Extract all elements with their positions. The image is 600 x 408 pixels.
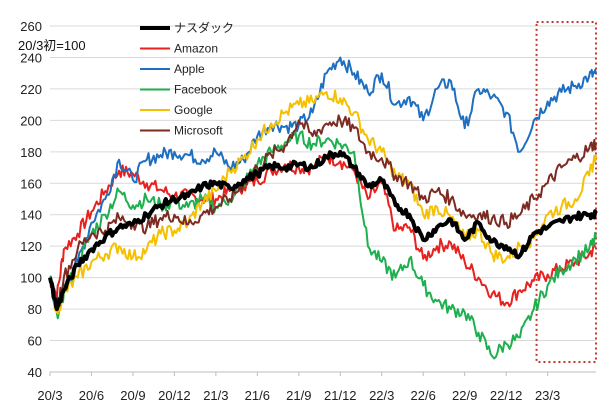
- x-tick-label: 21/9: [286, 388, 311, 403]
- series-line-5: [49, 114, 597, 311]
- y-tick-label: 60: [28, 334, 42, 349]
- y-tick-label: 140: [20, 208, 42, 223]
- y-tick-label: 100: [20, 271, 42, 286]
- legend-label: Microsoft: [174, 124, 223, 138]
- x-tick-label: 20/6: [79, 388, 104, 403]
- y-tick-label: 180: [20, 145, 42, 160]
- y-tick-label: 200: [20, 113, 42, 128]
- x-tick-label: 21/3: [203, 388, 228, 403]
- x-tick-label: 20/12: [158, 388, 191, 403]
- y-tick-label: 240: [20, 50, 42, 65]
- y-tick-label: 260: [20, 19, 42, 34]
- y-tick-label: 220: [20, 82, 42, 97]
- base-note: 20/3初=100: [18, 38, 86, 53]
- y-axis-ticks: 40 60 80 100 120 140 160 180 200 220 240 260: [20, 19, 42, 380]
- series-line-3: [49, 130, 597, 360]
- y-tick-label: 120: [20, 239, 42, 254]
- legend-label: Amazon: [174, 42, 218, 56]
- series-line-4: [49, 89, 597, 315]
- x-tick-label: 23/3: [535, 388, 560, 403]
- legend-label: Apple: [174, 62, 205, 76]
- y-tick-label: 160: [20, 176, 42, 191]
- legend-label: ナスダック: [174, 20, 234, 35]
- x-tick-label: 20/9: [120, 388, 145, 403]
- x-tick-label: 22/3: [369, 388, 394, 403]
- y-tick-label: 80: [28, 302, 42, 317]
- x-tick-label: 21/12: [324, 388, 357, 403]
- series-line-0: [48, 149, 598, 312]
- x-axis-ticks: 20/3 20/6 20/9 20/12 21/3 21/6 21/9 21/12 22/3 22…: [37, 372, 560, 403]
- x-tick-label: 22/6: [411, 388, 436, 403]
- highlight-box: [535, 21, 597, 363]
- x-tick-label: 22/12: [490, 388, 523, 403]
- x-tick-label: 22/9: [452, 388, 477, 403]
- legend-label: Facebook: [174, 83, 228, 97]
- legend: ナスダック Amazon Apple Facebook Google Microsoft: [140, 20, 234, 138]
- series-lines: [48, 56, 598, 360]
- x-tick-label: 20/3: [37, 388, 62, 403]
- x-tick-label: 21/6: [245, 388, 270, 403]
- y-tick-label: 40: [28, 365, 42, 380]
- legend-label: Google: [174, 103, 213, 117]
